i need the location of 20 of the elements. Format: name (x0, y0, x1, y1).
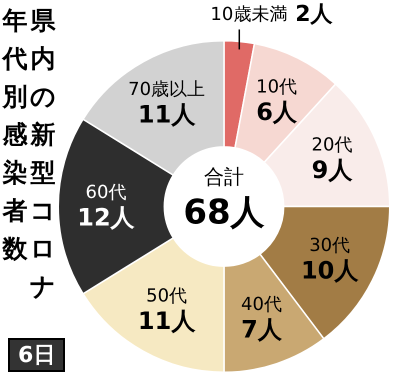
text: 6日 (8, 338, 66, 372)
data-label: 2人 (295, 2, 334, 28)
slice-label: 30代 (309, 234, 350, 256)
slice-label: 10歳未満 (210, 4, 288, 26)
data-label: 9人 (312, 156, 354, 184)
text: 68人 (183, 192, 266, 232)
data-label: 7人 (241, 316, 283, 344)
text: 合計 (204, 164, 244, 189)
slice-label: 70歳以上 (128, 79, 206, 100)
slice-label: 40代 (241, 294, 282, 316)
data-label: 11人 (138, 100, 196, 129)
data-label: 11人 (138, 306, 196, 335)
data-label: 12人 (77, 204, 136, 232)
data-label: 6人 (256, 98, 298, 126)
slice-label: 20代 (312, 134, 352, 156)
chart-title: 県内の新型コロナ年代別感染者数 (2, 6, 56, 301)
data-label: 10人 (300, 256, 360, 284)
slice-label: 10代 (256, 76, 298, 98)
slice-label: 60代 (86, 182, 126, 204)
slice-label: 50代 (146, 285, 188, 306)
